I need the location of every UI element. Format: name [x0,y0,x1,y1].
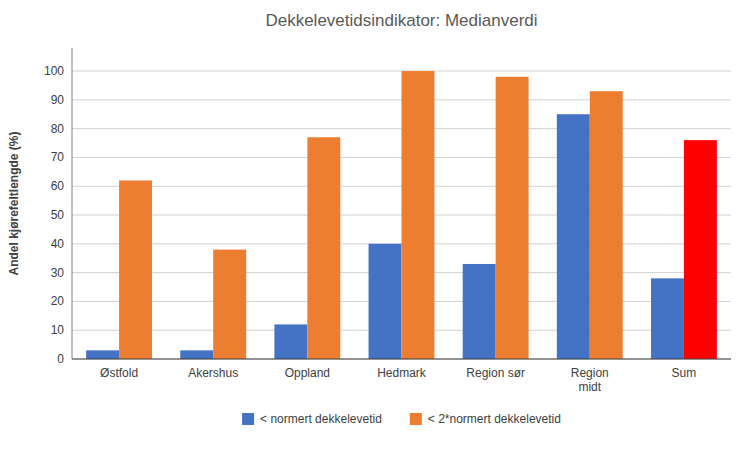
bar [369,244,402,359]
title: Dekkelevetidsindikator: Medianverdi [265,11,537,30]
bar [684,140,717,359]
x-tick-label: Regionmidt [571,366,609,394]
y-tick-label: 100 [44,64,64,78]
legend: < normert dekkelevetid < 2*normert dekkel… [242,412,561,426]
y-tick-label: 90 [51,93,65,107]
bar [402,71,435,359]
x-axis-line [72,359,731,360]
x-tick-label: Region sør [466,366,525,380]
y-tick-label: 80 [51,122,65,136]
y-tick-label: 10 [51,323,65,337]
bar [180,350,213,359]
bar [213,250,246,359]
y-tick-label: 20 [51,294,65,308]
bar [651,278,684,359]
y-tick-label: 50 [51,208,65,222]
legend-item: < normert dekkelevetid [242,412,382,426]
y-axis-line [72,48,73,359]
legend-label: < 2*normert dekkelevetid [428,412,561,426]
y-tick-label: 60 [51,179,65,193]
grid [72,71,731,359]
x-tick-label: Sum [672,366,697,380]
y-axis-label: Andel kjørefeltlengde (%) [7,131,21,275]
bar [557,114,590,359]
bar [119,180,152,359]
bars [86,71,717,359]
y-tick-label: 30 [51,266,65,280]
y-tick-label: 40 [51,237,65,251]
chart: Dekkelevetidsindikator: Medianverdi 0 10 20… [0,0,751,451]
legend-swatch [410,413,422,425]
legend-label: < normert dekkelevetid [260,412,382,426]
bar [463,264,496,359]
x-tick-label: Hedmark [377,366,427,380]
bar [86,350,119,359]
bar [307,137,340,359]
grid-line [72,359,731,360]
x-tick-label: Østfold [100,366,138,380]
bar [274,324,307,359]
x-tick-label: Akershus [188,366,238,380]
bar [496,77,529,359]
y-tick-label: 0 [57,352,64,366]
legend-item: < 2*normert dekkelevetid [410,412,561,426]
y-tick-label: 70 [51,150,65,164]
bar [590,91,623,359]
x-tick-label: Oppland [285,366,330,380]
legend-swatch [242,413,254,425]
